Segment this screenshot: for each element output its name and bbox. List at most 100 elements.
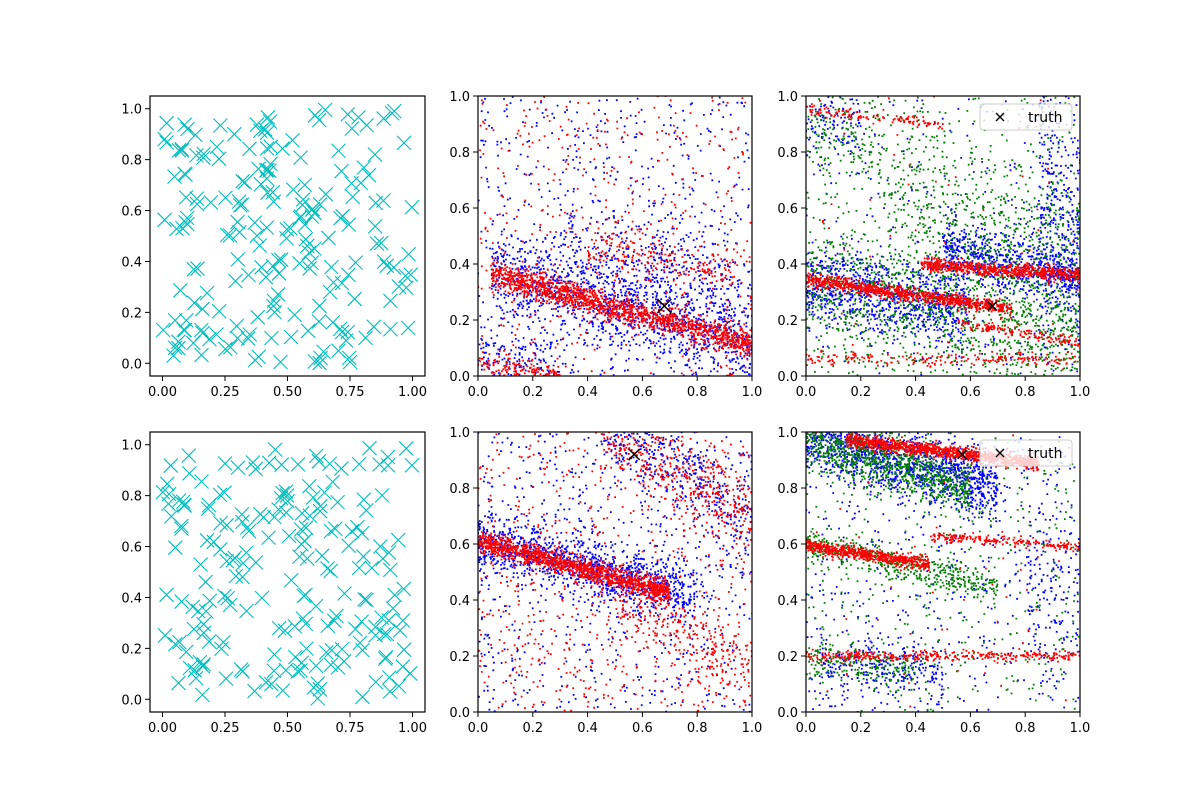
point bbox=[275, 683, 291, 698]
point bbox=[334, 163, 349, 179]
point bbox=[352, 635, 368, 651]
point bbox=[396, 642, 412, 658]
y-tick-label: 0.4 bbox=[121, 591, 142, 606]
point bbox=[279, 488, 295, 503]
point bbox=[159, 587, 174, 603]
point bbox=[159, 476, 175, 492]
point bbox=[304, 255, 319, 271]
y-tick-label: 0.8 bbox=[777, 146, 798, 161]
point bbox=[357, 591, 372, 607]
point bbox=[330, 494, 345, 510]
point bbox=[266, 663, 282, 679]
point bbox=[237, 175, 253, 190]
point bbox=[274, 457, 289, 473]
point bbox=[377, 651, 393, 667]
point bbox=[308, 448, 324, 464]
y-tick-label: 0.2 bbox=[449, 314, 470, 329]
point bbox=[267, 304, 283, 320]
series-1-008000 bbox=[806, 432, 1080, 712]
y-tick-label: 0.4 bbox=[449, 258, 470, 273]
point bbox=[312, 197, 328, 212]
point bbox=[314, 548, 330, 564]
point bbox=[372, 539, 388, 554]
point bbox=[194, 347, 209, 363]
axes-top-left: 0.00 0.25 0.50 0.75 1.00 0.0 0.2 0.4 0.6 0.8 1.0 bbox=[121, 95, 427, 400]
point bbox=[326, 275, 341, 290]
plot-area bbox=[478, 432, 752, 712]
point bbox=[267, 442, 283, 458]
point bbox=[209, 327, 224, 342]
point bbox=[181, 465, 197, 481]
point bbox=[311, 112, 327, 128]
point bbox=[396, 581, 412, 597]
point bbox=[187, 662, 203, 678]
point bbox=[189, 196, 205, 212]
legend: truth bbox=[979, 103, 1073, 131]
point bbox=[311, 453, 327, 469]
y-tick-label: 0.8 bbox=[777, 482, 798, 497]
point bbox=[338, 333, 354, 349]
point bbox=[312, 503, 328, 519]
point bbox=[376, 254, 392, 269]
x-tick-label: 0.4 bbox=[905, 385, 926, 400]
axes-top-right: 0.0 0.2 0.4 0.6 0.8 1.0 0.0 0.2 0.4 0.6 0.8 1.0 trut… bbox=[777, 90, 1090, 400]
point bbox=[218, 341, 233, 357]
x-tick-label: 0.0 bbox=[468, 721, 489, 736]
point bbox=[281, 528, 297, 544]
point bbox=[332, 321, 348, 337]
point bbox=[157, 131, 173, 147]
point bbox=[240, 331, 256, 346]
point bbox=[302, 261, 318, 276]
x-tick-label: 1.0 bbox=[742, 385, 763, 400]
point bbox=[307, 354, 323, 369]
point bbox=[230, 460, 246, 476]
plot-area bbox=[155, 440, 420, 706]
point bbox=[232, 224, 247, 240]
point bbox=[211, 151, 227, 167]
point bbox=[340, 267, 356, 283]
point bbox=[381, 613, 397, 628]
x-tick-label: 0.2 bbox=[850, 385, 871, 400]
point bbox=[312, 298, 327, 314]
point bbox=[301, 478, 317, 494]
point bbox=[222, 339, 238, 355]
point bbox=[171, 340, 186, 356]
x-tick-label: 1.0 bbox=[742, 721, 763, 736]
point bbox=[287, 307, 303, 323]
point bbox=[186, 295, 202, 311]
y-tick-label: 0.6 bbox=[449, 538, 470, 553]
point bbox=[180, 216, 195, 232]
point bbox=[298, 231, 314, 247]
point bbox=[312, 681, 328, 697]
series-1-ff0000 bbox=[478, 432, 752, 712]
truth-marker bbox=[656, 298, 672, 314]
point bbox=[178, 312, 194, 328]
point bbox=[273, 252, 289, 268]
point bbox=[313, 498, 328, 514]
point bbox=[398, 441, 414, 456]
point bbox=[353, 175, 369, 191]
point bbox=[349, 519, 365, 535]
x-tick-label: 0.00 bbox=[148, 721, 177, 736]
point bbox=[279, 230, 294, 246]
point bbox=[247, 215, 263, 231]
point bbox=[351, 560, 367, 576]
x-tick-label: 0.6 bbox=[632, 721, 653, 736]
y-tick-label: 0.6 bbox=[449, 202, 470, 217]
point bbox=[383, 293, 398, 309]
point bbox=[331, 343, 346, 359]
point bbox=[351, 110, 366, 125]
plot-area bbox=[478, 96, 752, 376]
point bbox=[337, 586, 352, 601]
y-tick-label: 0.8 bbox=[449, 146, 470, 161]
point bbox=[334, 324, 350, 340]
point bbox=[270, 287, 286, 302]
point bbox=[235, 555, 251, 571]
plot-area bbox=[806, 432, 1080, 712]
x-tick-label: 0.25 bbox=[211, 721, 240, 736]
y-tick-label: 0.8 bbox=[121, 490, 142, 505]
y-tick-label: 1.0 bbox=[121, 103, 142, 118]
point bbox=[366, 319, 382, 335]
point bbox=[259, 140, 275, 156]
point bbox=[285, 182, 301, 198]
